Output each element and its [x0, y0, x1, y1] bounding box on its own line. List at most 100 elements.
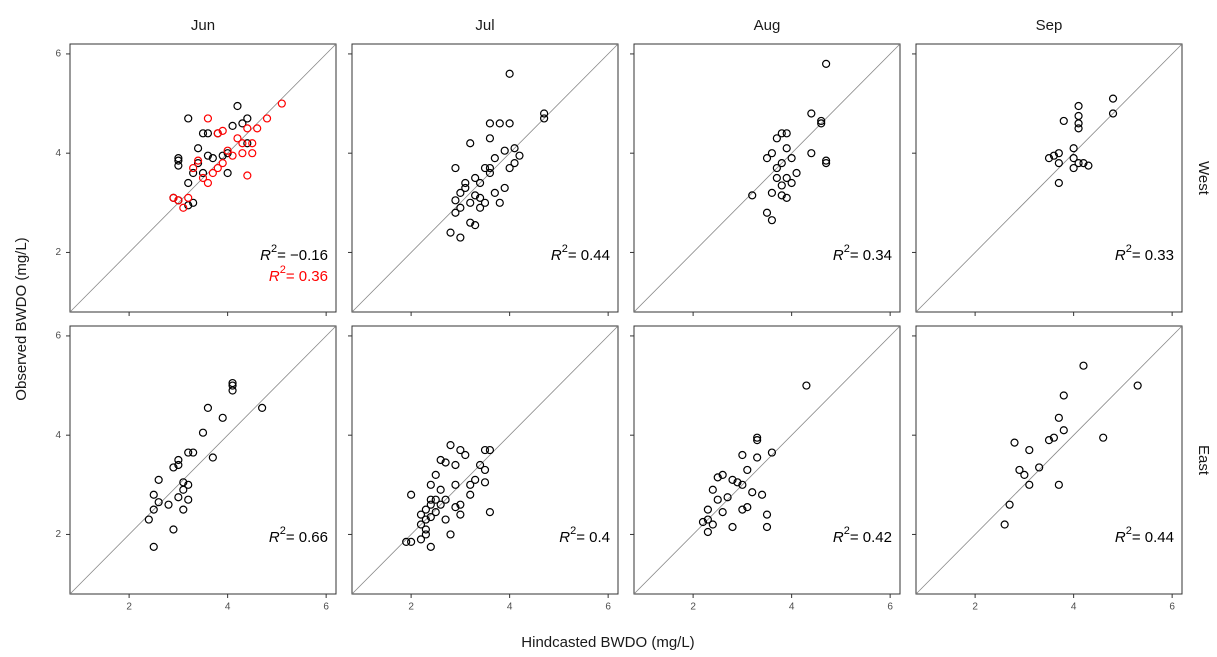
point	[1084, 161, 1093, 170]
point	[407, 537, 416, 546]
r-symbol: R	[1115, 247, 1126, 264]
r-value: = 0.34	[850, 247, 892, 264]
point	[174, 161, 183, 170]
point	[431, 508, 440, 517]
point	[228, 381, 237, 390]
point	[1074, 101, 1083, 111]
column-strip-label: Sep	[1036, 17, 1063, 34]
point	[753, 433, 762, 442]
y-tick-label: 6	[55, 49, 61, 60]
point	[174, 156, 183, 165]
point	[184, 114, 193, 123]
point	[456, 188, 465, 197]
point	[421, 530, 430, 539]
point	[144, 515, 153, 524]
point	[228, 386, 237, 395]
point	[540, 109, 549, 118]
point	[451, 208, 460, 217]
point	[1010, 438, 1019, 447]
point	[184, 448, 193, 457]
point	[228, 151, 237, 160]
r-exponent: 2	[280, 525, 286, 537]
panel-frame	[351, 43, 619, 313]
point	[782, 193, 791, 202]
point	[777, 129, 786, 138]
point	[777, 181, 786, 190]
point	[708, 485, 717, 494]
point	[510, 159, 519, 168]
point	[208, 168, 217, 178]
point	[738, 450, 747, 460]
point	[485, 508, 495, 517]
point	[1069, 144, 1078, 153]
y-tick-label: 4	[55, 148, 61, 159]
point	[154, 498, 163, 507]
x-tick-label: 6	[605, 602, 611, 613]
point	[466, 490, 475, 499]
point	[258, 403, 267, 412]
r-symbol: R	[260, 247, 271, 264]
point	[1000, 520, 1009, 529]
point	[213, 129, 222, 138]
point	[762, 208, 772, 217]
point	[505, 163, 514, 173]
point	[471, 475, 480, 484]
point	[1069, 154, 1078, 163]
point	[475, 203, 485, 212]
point	[1074, 124, 1083, 133]
point	[807, 149, 816, 158]
point	[277, 99, 286, 108]
point	[174, 196, 183, 205]
r-exponent: 2	[1126, 243, 1132, 255]
x-tick-label: 4	[1071, 602, 1077, 613]
point	[441, 495, 450, 504]
point	[451, 480, 460, 489]
r-symbol: R	[551, 247, 562, 264]
point	[456, 445, 465, 455]
point	[1079, 159, 1088, 168]
point	[466, 480, 475, 489]
point	[817, 116, 826, 126]
point	[179, 485, 188, 494]
r-value: = 0.44	[568, 247, 610, 264]
point	[184, 193, 193, 202]
point	[480, 465, 490, 475]
point	[733, 478, 742, 487]
point	[822, 59, 831, 68]
column-strip-label: Aug	[754, 17, 781, 34]
point	[515, 151, 524, 160]
r-squared-annotation: R2= 0.34	[833, 243, 892, 264]
point	[767, 448, 777, 457]
point	[189, 163, 198, 173]
row-strip-label: East	[1195, 445, 1212, 476]
point	[1054, 149, 1063, 158]
point	[218, 413, 227, 422]
point	[416, 535, 426, 544]
point	[540, 114, 549, 123]
point	[1025, 480, 1034, 489]
point	[426, 542, 435, 551]
point	[189, 198, 198, 207]
point	[218, 126, 227, 135]
point	[713, 473, 722, 482]
point	[451, 460, 460, 470]
point	[248, 139, 257, 148]
y-tick-label: 6	[55, 331, 61, 342]
point	[490, 154, 499, 163]
column-strip-label: Jun	[191, 17, 215, 34]
point	[193, 156, 203, 165]
point	[456, 500, 465, 509]
point	[1005, 500, 1014, 509]
point	[738, 480, 747, 489]
point	[1035, 463, 1044, 472]
point	[198, 168, 208, 178]
r-exponent: 2	[1126, 525, 1132, 537]
r-value: = 0.4	[576, 529, 610, 546]
point	[1074, 111, 1083, 121]
point	[436, 485, 445, 494]
point	[480, 445, 490, 455]
x-tick-label: 4	[225, 602, 231, 613]
point	[1044, 436, 1054, 445]
r-symbol: R	[559, 529, 570, 546]
point	[198, 428, 208, 437]
